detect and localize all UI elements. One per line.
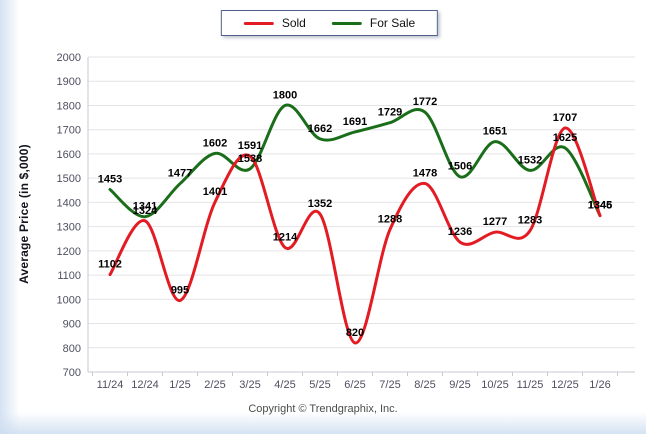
svg-text:700: 700 [63, 367, 81, 379]
svg-text:1707: 1707 [553, 112, 577, 124]
svg-text:995: 995 [171, 285, 189, 297]
svg-text:1000: 1000 [57, 294, 81, 306]
svg-text:1/25: 1/25 [169, 379, 190, 391]
svg-text:1602: 1602 [203, 137, 227, 149]
svg-text:1346: 1346 [588, 199, 612, 211]
x-tick-labels: 11/24 12/24 1/25 2/25 3/25 4/25 5/25 6/25 7/25 8/… [92, 372, 618, 391]
svg-text:1214: 1214 [273, 231, 298, 243]
svg-text:1100: 1100 [57, 270, 81, 282]
svg-text:1662: 1662 [308, 123, 332, 135]
svg-text:12/25: 12/25 [551, 379, 579, 391]
svg-text:800: 800 [63, 343, 81, 355]
svg-text:1324: 1324 [133, 205, 158, 217]
svg-text:11/24: 11/24 [97, 379, 124, 391]
svg-text:1453: 1453 [98, 174, 122, 186]
svg-text:1283: 1283 [518, 215, 542, 227]
svg-text:1200: 1200 [57, 246, 81, 258]
series-line-for-sale [108, 103, 602, 219]
svg-text:4/25: 4/25 [274, 379, 295, 391]
svg-text:12/24: 12/24 [131, 379, 159, 391]
svg-text:1800: 1800 [273, 89, 297, 101]
svg-text:1500: 1500 [57, 173, 81, 185]
svg-text:2000: 2000 [57, 52, 81, 64]
svg-text:1352: 1352 [308, 198, 332, 210]
data-labels-sold: 1102 1324 995 1401 1591 1214 1352 820 1288 1478 12… [98, 112, 612, 339]
svg-text:1345: 1345 [588, 200, 612, 212]
svg-text:1477: 1477 [168, 168, 192, 180]
svg-text:1772: 1772 [413, 96, 437, 108]
legend-label-sold: Sold [281, 16, 306, 30]
svg-text:1691: 1691 [343, 116, 367, 128]
chart-plot: 700 800 900 1000 1100 1200 1300 1400 1500 1600 170… [57, 52, 635, 391]
copyright-text: Copyright © Trendgraphix, Inc. [248, 403, 398, 415]
svg-text:1288: 1288 [378, 214, 402, 226]
svg-text:3/25: 3/25 [239, 379, 260, 391]
svg-text:1400: 1400 [57, 197, 81, 209]
svg-text:1625: 1625 [553, 132, 577, 144]
svg-text:1800: 1800 [57, 100, 81, 112]
legend-item-sold: Sold [243, 16, 306, 30]
gridlines [88, 56, 635, 349]
y-tick-labels: 700 800 900 1000 1100 1200 1300 1400 1500 1600 170… [57, 52, 81, 379]
svg-text:1506: 1506 [448, 161, 472, 173]
svg-text:5/25: 5/25 [309, 379, 330, 391]
series-line-sold [108, 126, 602, 345]
svg-text:1532: 1532 [518, 154, 542, 166]
svg-text:900: 900 [63, 319, 81, 331]
sold-line-swatch [243, 21, 274, 25]
svg-text:1651: 1651 [483, 126, 507, 138]
svg-text:6/25: 6/25 [344, 379, 365, 391]
svg-text:1700: 1700 [57, 125, 81, 137]
svg-text:8/25: 8/25 [414, 379, 435, 391]
svg-text:10/25: 10/25 [481, 379, 509, 391]
svg-text:1591: 1591 [238, 140, 262, 152]
svg-text:1478: 1478 [413, 167, 437, 179]
svg-text:9/25: 9/25 [449, 379, 470, 391]
legend-item-for-sale: For Sale [331, 16, 416, 30]
svg-text:7/25: 7/25 [379, 379, 400, 391]
svg-text:1341: 1341 [133, 201, 157, 213]
for-sale-line-swatch [331, 21, 362, 25]
svg-text:820: 820 [346, 327, 364, 339]
data-labels-for-sale: 1453 1341 1477 1602 1538 1800 1662 1691 1729 1772… [98, 89, 612, 212]
svg-text:1729: 1729 [378, 107, 402, 119]
svg-text:1900: 1900 [57, 76, 81, 88]
svg-text:2/25: 2/25 [204, 379, 225, 391]
legend: Sold For Sale [220, 10, 439, 36]
svg-text:1401: 1401 [203, 186, 227, 198]
svg-text:1/26: 1/26 [589, 379, 610, 391]
svg-text:1102: 1102 [98, 259, 122, 271]
svg-text:1600: 1600 [57, 149, 81, 161]
legend-label-for-sale: For Sale [369, 16, 416, 30]
svg-text:1277: 1277 [483, 216, 507, 228]
svg-text:1538: 1538 [238, 153, 262, 165]
svg-text:11/25: 11/25 [517, 379, 544, 391]
svg-text:1300: 1300 [57, 222, 81, 234]
svg-text:1236: 1236 [448, 226, 472, 238]
